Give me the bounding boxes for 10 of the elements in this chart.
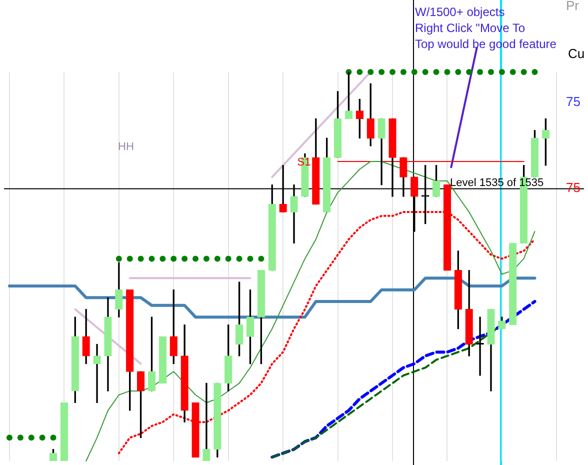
candlestick bbox=[509, 242, 517, 326]
candlestick bbox=[158, 336, 167, 384]
text: Cu bbox=[568, 46, 585, 61]
annotation: 75 bbox=[566, 94, 580, 109]
text: Pr bbox=[566, 0, 580, 13]
candlestick bbox=[93, 344, 101, 403]
candlestick bbox=[60, 402, 68, 461]
candlestick bbox=[202, 382, 210, 461]
text: S1 bbox=[297, 156, 311, 168]
annotation: HH bbox=[118, 141, 134, 153]
